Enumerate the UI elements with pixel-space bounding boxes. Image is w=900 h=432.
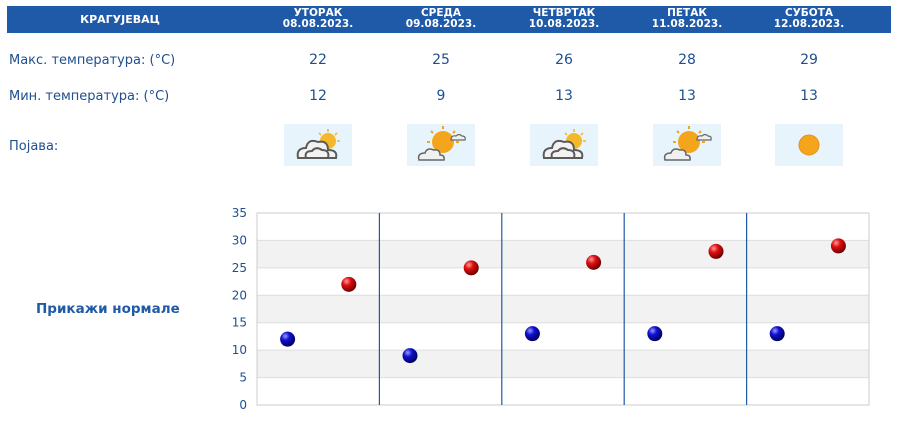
sun-behind-clouds-icon — [530, 124, 598, 166]
min-temp-label: Мин. температура: (°C) — [9, 89, 170, 104]
max-temp-marker — [586, 254, 602, 270]
grid-band — [257, 350, 869, 378]
day-name: СРЕДА — [420, 7, 462, 19]
y-tick-label: 20 — [232, 288, 247, 302]
max-temp-value: 22 — [309, 52, 327, 68]
max-temp-marker — [463, 260, 479, 276]
day-date: 09.08.2023. — [405, 18, 477, 30]
day-name: ПЕТАК — [667, 7, 707, 19]
y-tick-label: 15 — [232, 316, 247, 330]
max-temp-value: 26 — [555, 52, 573, 68]
day-date: 08.08.2023. — [282, 18, 354, 30]
grid-band — [257, 295, 869, 323]
day-header-1: УТОРАК 08.08.2023. — [257, 8, 379, 30]
min-temp-marker — [647, 326, 663, 342]
grid-band — [257, 240, 869, 268]
grid-band — [257, 213, 869, 241]
min-temp-value: 13 — [678, 88, 696, 104]
day-name: УТОРАК — [293, 7, 343, 19]
day-header-4: ПЕТАК 11.08.2023. — [626, 8, 748, 30]
day-date: 10.08.2023. — [528, 18, 600, 30]
partly-cloudy-icon — [407, 124, 475, 166]
y-tick-label: 0 — [239, 398, 247, 412]
y-tick-label: 30 — [232, 233, 247, 247]
min-temp-value: 13 — [800, 88, 818, 104]
grid-band — [257, 322, 869, 351]
max-temp-marker — [830, 238, 846, 254]
city-name: КРАГУЈЕВАЦ — [80, 13, 160, 26]
day-header-5: СУБОТА 12.08.2023. — [748, 8, 870, 30]
day-date: 11.08.2023. — [651, 18, 723, 30]
y-tick-label: 10 — [232, 343, 247, 357]
day-header-3: ЧЕТВРТАК 10.08.2023. — [503, 8, 625, 30]
min-temp-marker — [402, 348, 418, 364]
max-temp-value: 28 — [678, 52, 696, 68]
day-header-2: СРЕДА 09.08.2023. — [380, 8, 502, 30]
min-temp-marker — [280, 331, 296, 347]
y-tick-label: 25 — [232, 261, 247, 275]
grid-band — [257, 267, 869, 296]
day-name: ЧЕТВРТАК — [532, 7, 596, 19]
partly-cloudy-icon — [653, 124, 721, 166]
min-temp-value: 13 — [555, 88, 573, 104]
forecast-header: КРАГУЈЕВАЦ УТОРАК 08.08.2023. СРЕДА 09.0… — [7, 6, 891, 33]
min-temp-marker — [524, 326, 540, 342]
show-normals-link[interactable]: Прикажи нормале — [36, 301, 180, 317]
min-temp-value: 9 — [436, 88, 446, 104]
min-temp-value: 12 — [309, 88, 327, 104]
min-temp-marker — [769, 326, 785, 342]
sun-behind-clouds-icon — [284, 124, 352, 166]
y-tick-label: 35 — [232, 206, 247, 220]
y-tick-label: 5 — [239, 371, 247, 385]
day-name: СУБОТА — [784, 7, 834, 19]
phenomenon-label: Појава: — [9, 139, 59, 154]
max-temp-value: 29 — [800, 52, 818, 68]
grid-band — [257, 377, 869, 405]
max-temp-label: Макс. температура: (°C) — [9, 53, 176, 68]
max-temp-value: 25 — [432, 52, 450, 68]
plot-frame — [256, 212, 870, 406]
max-temp-marker — [708, 243, 724, 259]
sun-icon — [775, 124, 843, 166]
day-date: 12.08.2023. — [773, 18, 845, 30]
max-temp-marker — [341, 276, 357, 292]
